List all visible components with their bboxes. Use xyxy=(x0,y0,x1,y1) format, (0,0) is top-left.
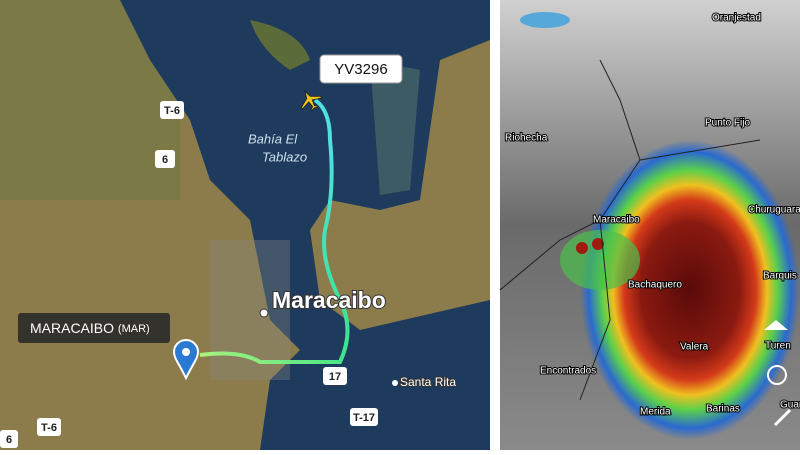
road-label: T-6 xyxy=(164,105,180,117)
city-label: Encontrados xyxy=(540,366,596,377)
search-button[interactable] xyxy=(767,365,787,385)
city-label: Oranjestad xyxy=(712,13,761,24)
water-label: Tablazo xyxy=(262,149,307,164)
road-shield xyxy=(155,150,175,168)
road-label: T-17 xyxy=(353,412,375,424)
city-label: Riohecha xyxy=(505,133,548,144)
road-shield xyxy=(160,101,184,119)
pin-button[interactable] xyxy=(773,408,792,427)
flight-label-box[interactable] xyxy=(319,54,403,84)
island xyxy=(250,20,310,70)
road-shield xyxy=(350,408,378,426)
road-shield xyxy=(0,430,18,448)
road-shields: T-6 6 17 T-17 T-6 6 xyxy=(0,101,378,448)
aircraft[interactable] xyxy=(295,86,324,114)
border-line xyxy=(499,59,761,401)
town-label: Santa Rita xyxy=(400,375,456,389)
city-label: Maracaibo xyxy=(272,287,386,313)
city-label: Punto Fijo xyxy=(705,118,750,129)
home-button[interactable] xyxy=(764,320,788,330)
city-label: Barquis xyxy=(763,271,797,282)
city-label: Churuguara xyxy=(748,205,800,216)
road-shield xyxy=(323,367,347,385)
storm-cell xyxy=(592,238,604,250)
city-label: Maracaibo xyxy=(593,215,640,226)
storm-cell xyxy=(580,140,800,440)
flight-callsign: YV3296 xyxy=(334,61,387,78)
flight-route xyxy=(199,98,350,364)
road-label: T-6 xyxy=(41,422,57,434)
airport-pin[interactable] xyxy=(172,339,200,381)
road-label: 6 xyxy=(162,154,168,166)
city-label: Bachaquero xyxy=(628,280,682,291)
flight-map: YV3296 Bahía El Tablazo Maracaibo Santa … xyxy=(0,0,490,450)
radar-map: Oranjestad Punto Fijo Riohecha Maracaibo… xyxy=(499,0,800,450)
water-label: Bahía El xyxy=(248,131,298,146)
town-dot xyxy=(392,380,398,386)
city-label: Barinas xyxy=(706,404,740,415)
city-label: Guar xyxy=(780,400,800,411)
city-label: Valera xyxy=(680,342,709,353)
airport-label-box[interactable] xyxy=(18,313,170,343)
storm-cell xyxy=(576,242,588,254)
road-label: 17 xyxy=(329,371,341,383)
airport-pin-dot xyxy=(182,348,190,356)
city-label: Merida xyxy=(640,407,671,418)
city-label: Turen xyxy=(765,341,791,352)
rain-area xyxy=(520,12,570,28)
road-shield xyxy=(37,418,61,436)
city-dot xyxy=(259,308,269,318)
airport-name: MARACAIBO (MAR) xyxy=(30,320,150,336)
road-label: 6 xyxy=(6,434,12,446)
marsh xyxy=(370,60,420,195)
